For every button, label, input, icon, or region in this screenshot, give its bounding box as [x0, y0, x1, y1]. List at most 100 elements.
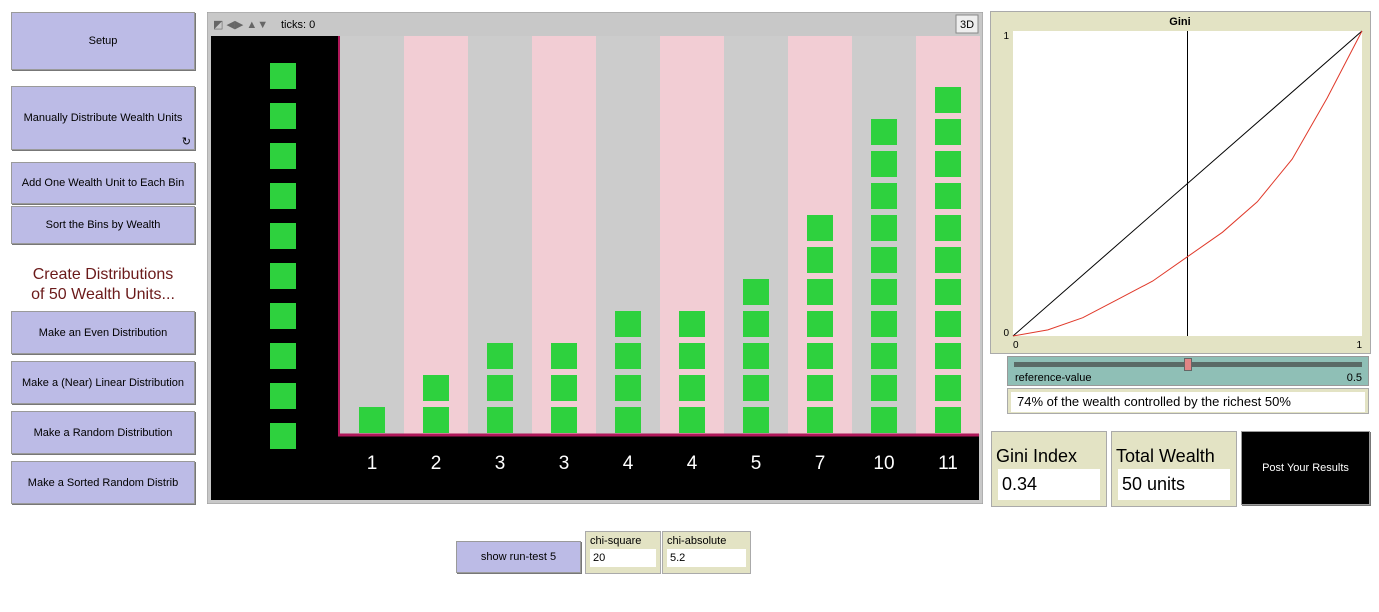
wealth-unit: [871, 279, 897, 305]
wealth-unit: [743, 407, 769, 433]
wealth-unit: [679, 375, 705, 401]
wealth-unit: [935, 279, 961, 305]
chi-square-monitor: chi-square 20: [585, 531, 661, 574]
add-button[interactable]: Add One Wealth Unit to Each Bin: [11, 162, 195, 204]
wealth-unit: [615, 311, 641, 337]
monitor-value: 0.34: [998, 469, 1100, 500]
monitor-label: chi-square: [590, 535, 642, 547]
setup-button[interactable]: Setup: [11, 12, 195, 70]
wealth-unit: [935, 247, 961, 273]
even-button[interactable]: Make an Even Distribution: [11, 311, 195, 354]
sort-button[interactable]: Sort the Bins by Wealth: [11, 206, 195, 244]
bin-column: [724, 36, 788, 434]
wealth-unit: [487, 375, 513, 401]
wealth-unit: [871, 343, 897, 369]
wealth-unit: [551, 375, 577, 401]
wealth-monitor: Total Wealth 50 units: [1111, 431, 1237, 507]
reservoir-unit: [270, 383, 296, 409]
slider[interactable]: reference-value 0.5: [1007, 356, 1369, 386]
bin-label: 5: [751, 453, 762, 474]
gini-monitor: Gini Index 0.34: [991, 431, 1107, 507]
reservoir-unit: [270, 63, 296, 89]
monitor-value: 5.2: [667, 549, 746, 567]
note-line: Create Distributions: [32, 266, 174, 283]
plot-title: Gini: [1169, 16, 1190, 28]
wealth-unit: [871, 311, 897, 337]
note-line: of 50 Wealth Units...: [31, 286, 175, 303]
wealth-unit: [807, 247, 833, 273]
wealth-unit: [871, 375, 897, 401]
wealth-unit: [679, 407, 705, 433]
bin-label: 11: [938, 453, 958, 474]
wealth-unit: [679, 343, 705, 369]
wealth-unit: [679, 311, 705, 337]
output-text: 74% of the wealth controlled by the rich…: [1011, 392, 1365, 412]
wealth-unit: [359, 407, 385, 433]
plot-line: [1012, 30, 1363, 337]
forever-icon: ↻: [181, 136, 191, 148]
view-controls[interactable]: ◩ ◀▶ ▲▼: [213, 19, 268, 31]
slider-label: reference-value: [1015, 372, 1092, 384]
bin-label: 1: [367, 453, 378, 474]
plot-line: [1012, 30, 1363, 337]
linear-button[interactable]: Make a (Near) Linear Distribution: [11, 361, 195, 404]
manual-button[interactable]: Manually Distribute Wealth Units ↻: [11, 86, 195, 150]
wealth-unit: [807, 375, 833, 401]
wealth-unit: [551, 343, 577, 369]
wealth-unit: [871, 119, 897, 145]
bin-column: [340, 36, 404, 434]
monitor-value: 20: [590, 549, 656, 567]
bin-label: 4: [623, 453, 634, 474]
run-test-button[interactable]: show run-test 5: [456, 541, 581, 573]
wealth-unit: [743, 343, 769, 369]
wealth-unit: [423, 407, 449, 433]
bin-column: [596, 36, 660, 434]
wealth-unit: [743, 311, 769, 337]
bin-column: [468, 36, 532, 434]
wealth-unit: [487, 343, 513, 369]
y-tick-label: 0: [1003, 328, 1009, 339]
plot: Gini 0 1 0 1: [990, 11, 1371, 354]
wealth-unit: [615, 343, 641, 369]
reservoir-unit: [270, 223, 296, 249]
reservoir-unit: [270, 303, 296, 329]
wealth-unit: [935, 151, 961, 177]
slider-value: 0.5: [1346, 372, 1362, 384]
y-tick-label: 1: [1003, 31, 1009, 42]
post-button[interactable]: Post Your Results: [1241, 431, 1370, 505]
chi-absolute-monitor: chi-absolute 5.2: [662, 531, 751, 574]
wealth-unit: [935, 311, 961, 337]
wealth-unit: [807, 407, 833, 433]
wealth-unit: [935, 87, 961, 113]
wealth-unit: [487, 407, 513, 433]
monitor-value: 50 units: [1118, 469, 1230, 500]
bin-label: 10: [873, 453, 894, 474]
wealth-unit: [871, 183, 897, 209]
reservoir-unit: [270, 263, 296, 289]
wealth-unit: [551, 407, 577, 433]
bin-column: [532, 36, 596, 434]
wealth-unit: [807, 279, 833, 305]
wealth-unit: [871, 247, 897, 273]
three-d-label[interactable]: 3D: [960, 19, 974, 31]
wealth-unit: [807, 311, 833, 337]
wealth-unit: [935, 119, 961, 145]
x-tick-label: 0: [1013, 340, 1019, 351]
ticks-label: ticks: 0: [281, 19, 315, 31]
reservoir-unit: [270, 343, 296, 369]
reservoir-unit: [270, 423, 296, 449]
random-button[interactable]: Make a Random Distribution: [11, 411, 195, 454]
x-tick-label: 1: [1356, 340, 1362, 351]
monitor-label: chi-absolute: [667, 535, 727, 547]
reservoir-unit: [270, 183, 296, 209]
bin-column: [404, 36, 468, 434]
sorted-random-button[interactable]: Make a Sorted Random Distrib: [11, 461, 195, 504]
wealth-unit: [935, 183, 961, 209]
wealth-unit: [871, 215, 897, 241]
wealth-unit: [743, 375, 769, 401]
slider-handle[interactable]: [1184, 358, 1192, 371]
bin-label: 3: [559, 453, 570, 474]
wealth-unit: [935, 343, 961, 369]
three-d-button[interactable]: [955, 14, 979, 34]
note: Create Distributions of 50 Wealth Units..…: [11, 265, 195, 305]
